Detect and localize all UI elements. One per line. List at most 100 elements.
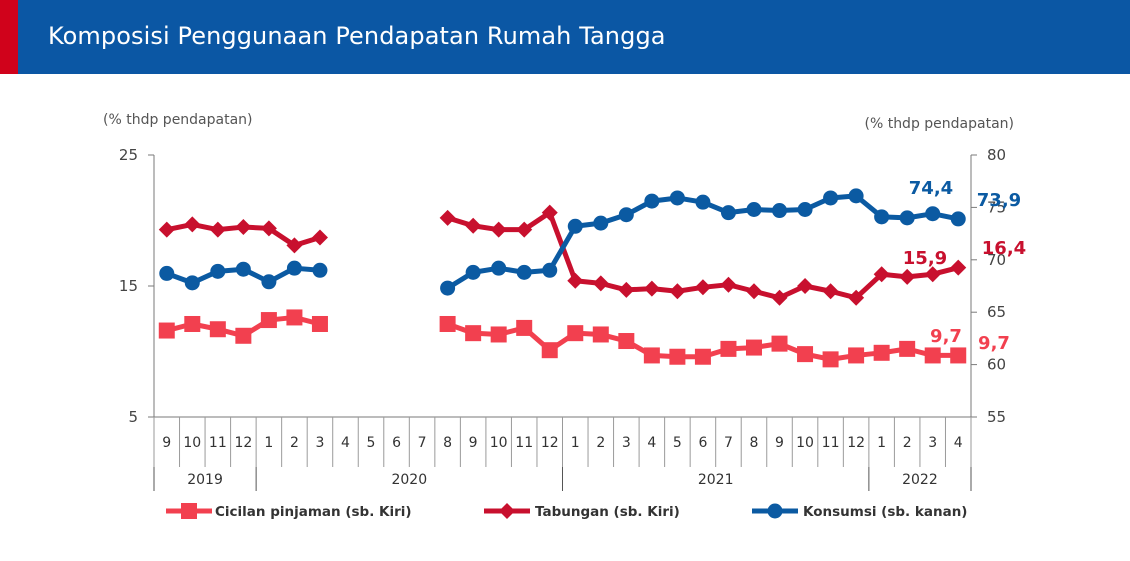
konsumsi-point bbox=[567, 218, 583, 234]
konsumsi-point bbox=[491, 260, 507, 276]
konsumsi-point bbox=[210, 263, 226, 279]
cicilan-point bbox=[235, 327, 252, 344]
konsumsi-point bbox=[312, 262, 328, 278]
cicilan-point bbox=[286, 309, 303, 326]
tabungan-point bbox=[924, 266, 941, 283]
cicilan-point bbox=[567, 325, 584, 342]
legend-item-cicilan: Cicilan pinjaman (sb. Kiri) bbox=[166, 503, 412, 520]
x-axis-month-label: 4 bbox=[647, 435, 656, 451]
tabungan-point bbox=[311, 229, 328, 246]
x-axis-year-label: 2022 bbox=[902, 472, 938, 488]
konsumsi-point bbox=[669, 190, 685, 206]
konsumsi-point bbox=[848, 188, 864, 204]
konsumsi-point bbox=[823, 190, 839, 206]
tabungan-label-b: 16,4 bbox=[982, 238, 1026, 259]
tabungan-point bbox=[618, 281, 635, 298]
konsumsi-point bbox=[644, 193, 660, 209]
cicilan-point bbox=[516, 319, 533, 336]
x-axis-month-label: 1 bbox=[877, 435, 886, 451]
tabungan-point bbox=[822, 283, 839, 300]
cicilan-point bbox=[643, 347, 660, 364]
konsumsi-label-a: 74,4 bbox=[909, 178, 953, 199]
x-axis-year-label: 2021 bbox=[698, 472, 734, 488]
header-accent bbox=[0, 0, 18, 74]
konsumsi-point bbox=[184, 275, 200, 291]
tabungan-point bbox=[848, 289, 865, 306]
tabungan-point bbox=[209, 221, 226, 238]
x-axis-month-label: 12 bbox=[847, 435, 865, 451]
legend-swatch-marker bbox=[767, 503, 783, 519]
x-axis-month-label: 11 bbox=[209, 435, 227, 451]
right-axis-unit: (% thdp pendapatan) bbox=[864, 116, 1014, 132]
x-axis-month-label: 1 bbox=[264, 435, 273, 451]
cicilan-point bbox=[209, 321, 226, 338]
konsumsi-point bbox=[695, 194, 711, 210]
tabungan-point bbox=[567, 272, 584, 289]
cicilan-point bbox=[899, 340, 916, 357]
x-axis-month-label: 9 bbox=[162, 435, 171, 451]
konsumsi-point bbox=[516, 264, 532, 280]
cicilan-point bbox=[490, 326, 507, 343]
left-axis-unit: (% thdp pendapatan) bbox=[103, 112, 253, 128]
konsumsi-point bbox=[465, 264, 481, 280]
konsumsi-point bbox=[542, 262, 558, 278]
tabungan-point bbox=[592, 275, 609, 292]
cicilan-label-a: 9,7 bbox=[930, 326, 962, 347]
tabungan-point bbox=[797, 278, 814, 294]
cicilan-point bbox=[184, 315, 201, 332]
tabungan-point bbox=[873, 266, 890, 283]
tabungan-label-a: 15,9 bbox=[903, 248, 947, 269]
konsumsi-point bbox=[950, 211, 966, 227]
cicilan-point bbox=[771, 335, 788, 352]
left-axis-tick-label: 5 bbox=[128, 408, 138, 426]
x-axis-month-label: 12 bbox=[541, 435, 559, 451]
konsumsi-point bbox=[159, 265, 175, 281]
x-axis-month-label: 12 bbox=[234, 435, 252, 451]
x-axis-month-label: 7 bbox=[418, 435, 427, 451]
cicilan-point bbox=[260, 312, 277, 329]
tabungan-point bbox=[158, 221, 175, 238]
konsumsi-point bbox=[720, 205, 736, 221]
legend-label: Tabungan (sb. Kiri) bbox=[535, 504, 680, 520]
tabungan-point bbox=[541, 204, 558, 221]
right-axis-tick-label: 60 bbox=[987, 356, 1006, 374]
x-axis-month-label: 3 bbox=[622, 435, 631, 451]
tabungan-point bbox=[899, 268, 916, 285]
cicilan-point bbox=[873, 344, 890, 361]
cicilan-point bbox=[618, 333, 635, 350]
tabungan-point bbox=[184, 216, 201, 233]
x-axis-month-label: 9 bbox=[469, 435, 478, 451]
x-axis-month-label: 6 bbox=[698, 435, 707, 451]
tabungan-point bbox=[694, 279, 711, 296]
legend-swatch-marker bbox=[499, 503, 515, 519]
right-axis-tick-label: 55 bbox=[987, 408, 1006, 426]
cicilan-series bbox=[158, 309, 967, 368]
tabungan-series bbox=[158, 204, 967, 306]
x-axis-month-label: 10 bbox=[183, 435, 201, 451]
tabungan-point bbox=[490, 221, 507, 238]
right-axis-tick-label: 65 bbox=[987, 303, 1006, 321]
cicilan-point bbox=[465, 325, 482, 342]
cicilan-point bbox=[745, 339, 762, 356]
x-axis-month-label: 11 bbox=[515, 435, 533, 451]
x-axis-year-label: 2019 bbox=[187, 472, 223, 488]
konsumsi-point bbox=[797, 201, 813, 217]
x-axis-month-label: 2 bbox=[290, 435, 299, 451]
x-axis-month-label: 7 bbox=[724, 435, 733, 451]
cicilan-point bbox=[720, 340, 737, 357]
tabungan-point bbox=[950, 259, 967, 276]
right-axis-tick-label: 75 bbox=[987, 198, 1006, 216]
right-axis-tick-label: 80 bbox=[987, 146, 1006, 164]
tabungan-point bbox=[771, 289, 788, 306]
x-axis-month-label: 3 bbox=[928, 435, 937, 451]
legend-label: Cicilan pinjaman (sb. Kiri) bbox=[215, 504, 412, 520]
x-axis-month-label: 5 bbox=[367, 435, 376, 451]
cicilan-point bbox=[797, 346, 814, 363]
cicilan-point bbox=[950, 347, 967, 364]
x-axis-month-label: 10 bbox=[796, 435, 814, 451]
tabungan-point bbox=[745, 283, 762, 300]
konsumsi-point bbox=[261, 274, 277, 290]
cicilan-point bbox=[669, 348, 686, 365]
right-axis-tick-label: 70 bbox=[987, 251, 1006, 269]
